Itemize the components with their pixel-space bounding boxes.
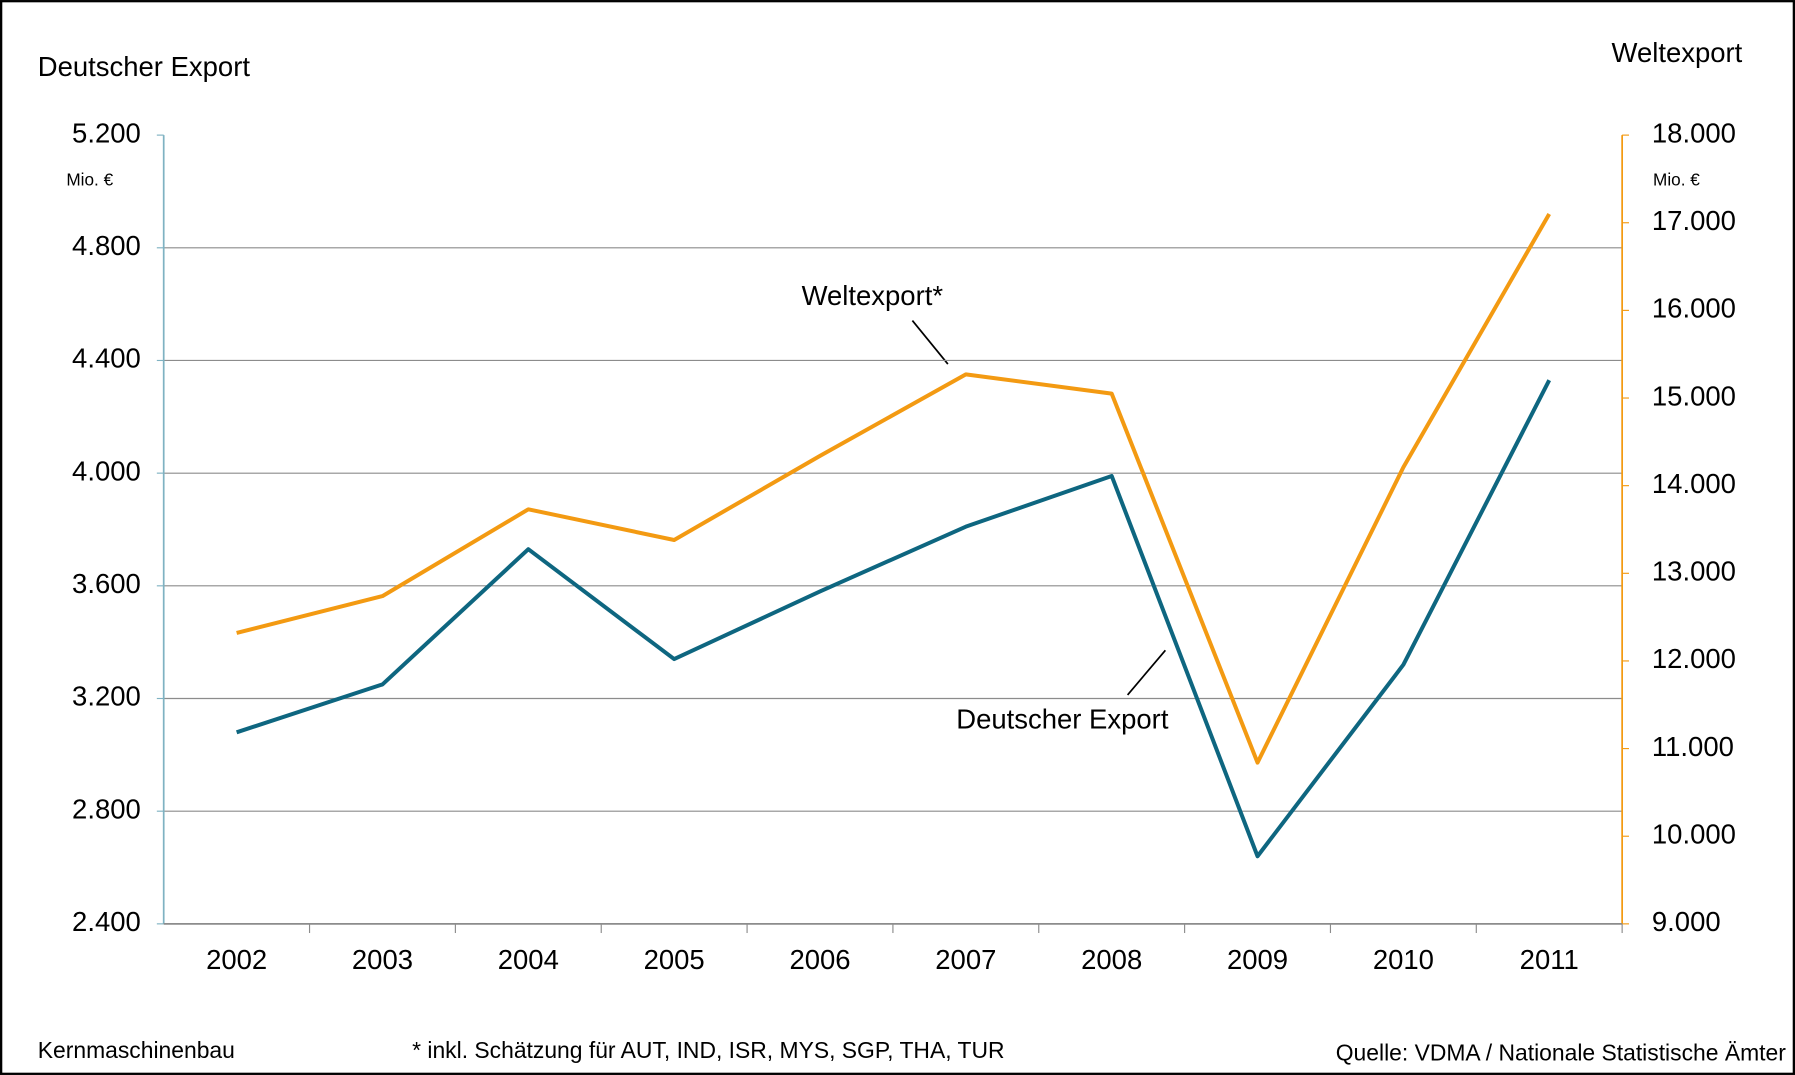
y2-tick-label: 17.000 [1652,205,1736,236]
x-tick-label: 2004 [498,944,559,975]
y2-tick-label: 16.000 [1652,293,1736,324]
series-line [236,212,1551,765]
x-tick-label: 2009 [1227,944,1288,975]
y-axis-title: Deutscher Export [38,51,251,82]
y2-tick-label: 9.000 [1652,906,1721,937]
series-line [235,379,1552,859]
x-tick-label: 2002 [206,944,267,975]
y-tick-label: 2.400 [72,906,141,937]
y2-tick-label: 13.000 [1652,556,1736,587]
y2-tick-label: 10.000 [1652,818,1736,849]
y2-tick-label: 12.000 [1652,643,1736,674]
y-unit: Mio. € [66,169,113,189]
y-tick-label: 5.200 [72,117,141,148]
y2-tick-label: 14.000 [1652,468,1736,499]
y2-axis-title: Weltexport [1612,37,1743,68]
x-tick-label: 2005 [644,944,705,975]
leader-line [1126,649,1167,696]
y2-tick-label: 11.000 [1652,731,1734,762]
series-label: Weltexport* [802,280,944,311]
y-tick-label: 4.000 [72,455,141,486]
x-tick-label: 2007 [935,944,996,975]
series-label: Deutscher Export [956,703,1169,734]
x-tick-label: 2003 [352,944,413,975]
x-tick-label: 2008 [1081,944,1142,975]
x-tick-label: 2010 [1373,944,1434,975]
y2-unit: Mio. € [1653,169,1700,189]
y-tick-label: 3.200 [72,681,141,712]
source: Quelle: VDMA / Nationale Statistische Äm… [1336,1039,1786,1065]
x-tick-label: 2011 [1520,944,1579,975]
leader-line [911,320,949,365]
y-tick-label: 2.800 [72,793,141,824]
y-tick-label: 4.400 [72,343,141,374]
x-tick-label: 2006 [789,944,850,975]
y-tick-label: 3.600 [72,568,141,599]
footnote: * inkl. Schätzung für AUT, IND, ISR, MYS… [412,1037,1004,1063]
y2-tick-label: 18.000 [1652,117,1736,148]
y-tick-label: 4.800 [72,230,141,261]
y2-tick-label: 15.000 [1652,380,1736,411]
footer-left: Kernmaschinenbau [38,1037,235,1063]
